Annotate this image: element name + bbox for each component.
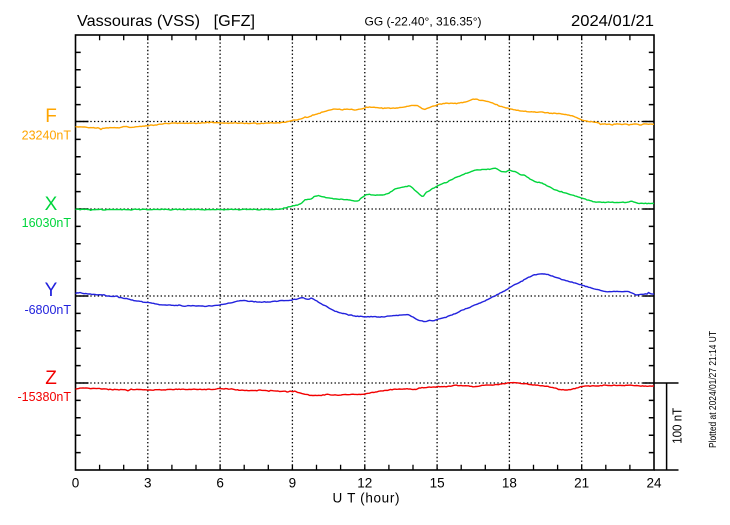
svg-text:24: 24 [646, 476, 662, 491]
svg-text:Plotted at 2024/01/27 21:14 UT: Plotted at 2024/01/27 21:14 UT [708, 330, 719, 448]
svg-text:-6800nT: -6800nT [24, 303, 71, 317]
svg-text:15: 15 [430, 476, 445, 491]
svg-text:Y: Y [45, 280, 58, 301]
svg-text:X: X [45, 194, 58, 215]
svg-text:Vassouras (VSS) [GFZ]: Vassouras (VSS) [GFZ] [77, 13, 255, 30]
svg-text:6: 6 [216, 476, 224, 491]
svg-text:2024/01/21: 2024/01/21 [571, 13, 654, 30]
svg-text:12: 12 [357, 476, 372, 491]
svg-text:-15380nT: -15380nT [17, 390, 71, 404]
svg-text:GG (-22.40°, 316.35°): GG (-22.40°, 316.35°) [365, 15, 482, 29]
svg-text:Z: Z [45, 368, 57, 389]
svg-text:9: 9 [289, 476, 297, 491]
svg-text:F: F [45, 106, 57, 127]
svg-text:100 nT: 100 nT [670, 407, 684, 443]
svg-text:16030nT: 16030nT [22, 216, 72, 230]
svg-text:18: 18 [502, 476, 517, 491]
svg-text:0: 0 [72, 476, 80, 491]
svg-text:3: 3 [144, 476, 152, 491]
svg-text:23240nT: 23240nT [22, 129, 72, 143]
svg-text:U T (hour): U T (hour) [333, 491, 400, 506]
svg-text:21: 21 [574, 476, 589, 491]
